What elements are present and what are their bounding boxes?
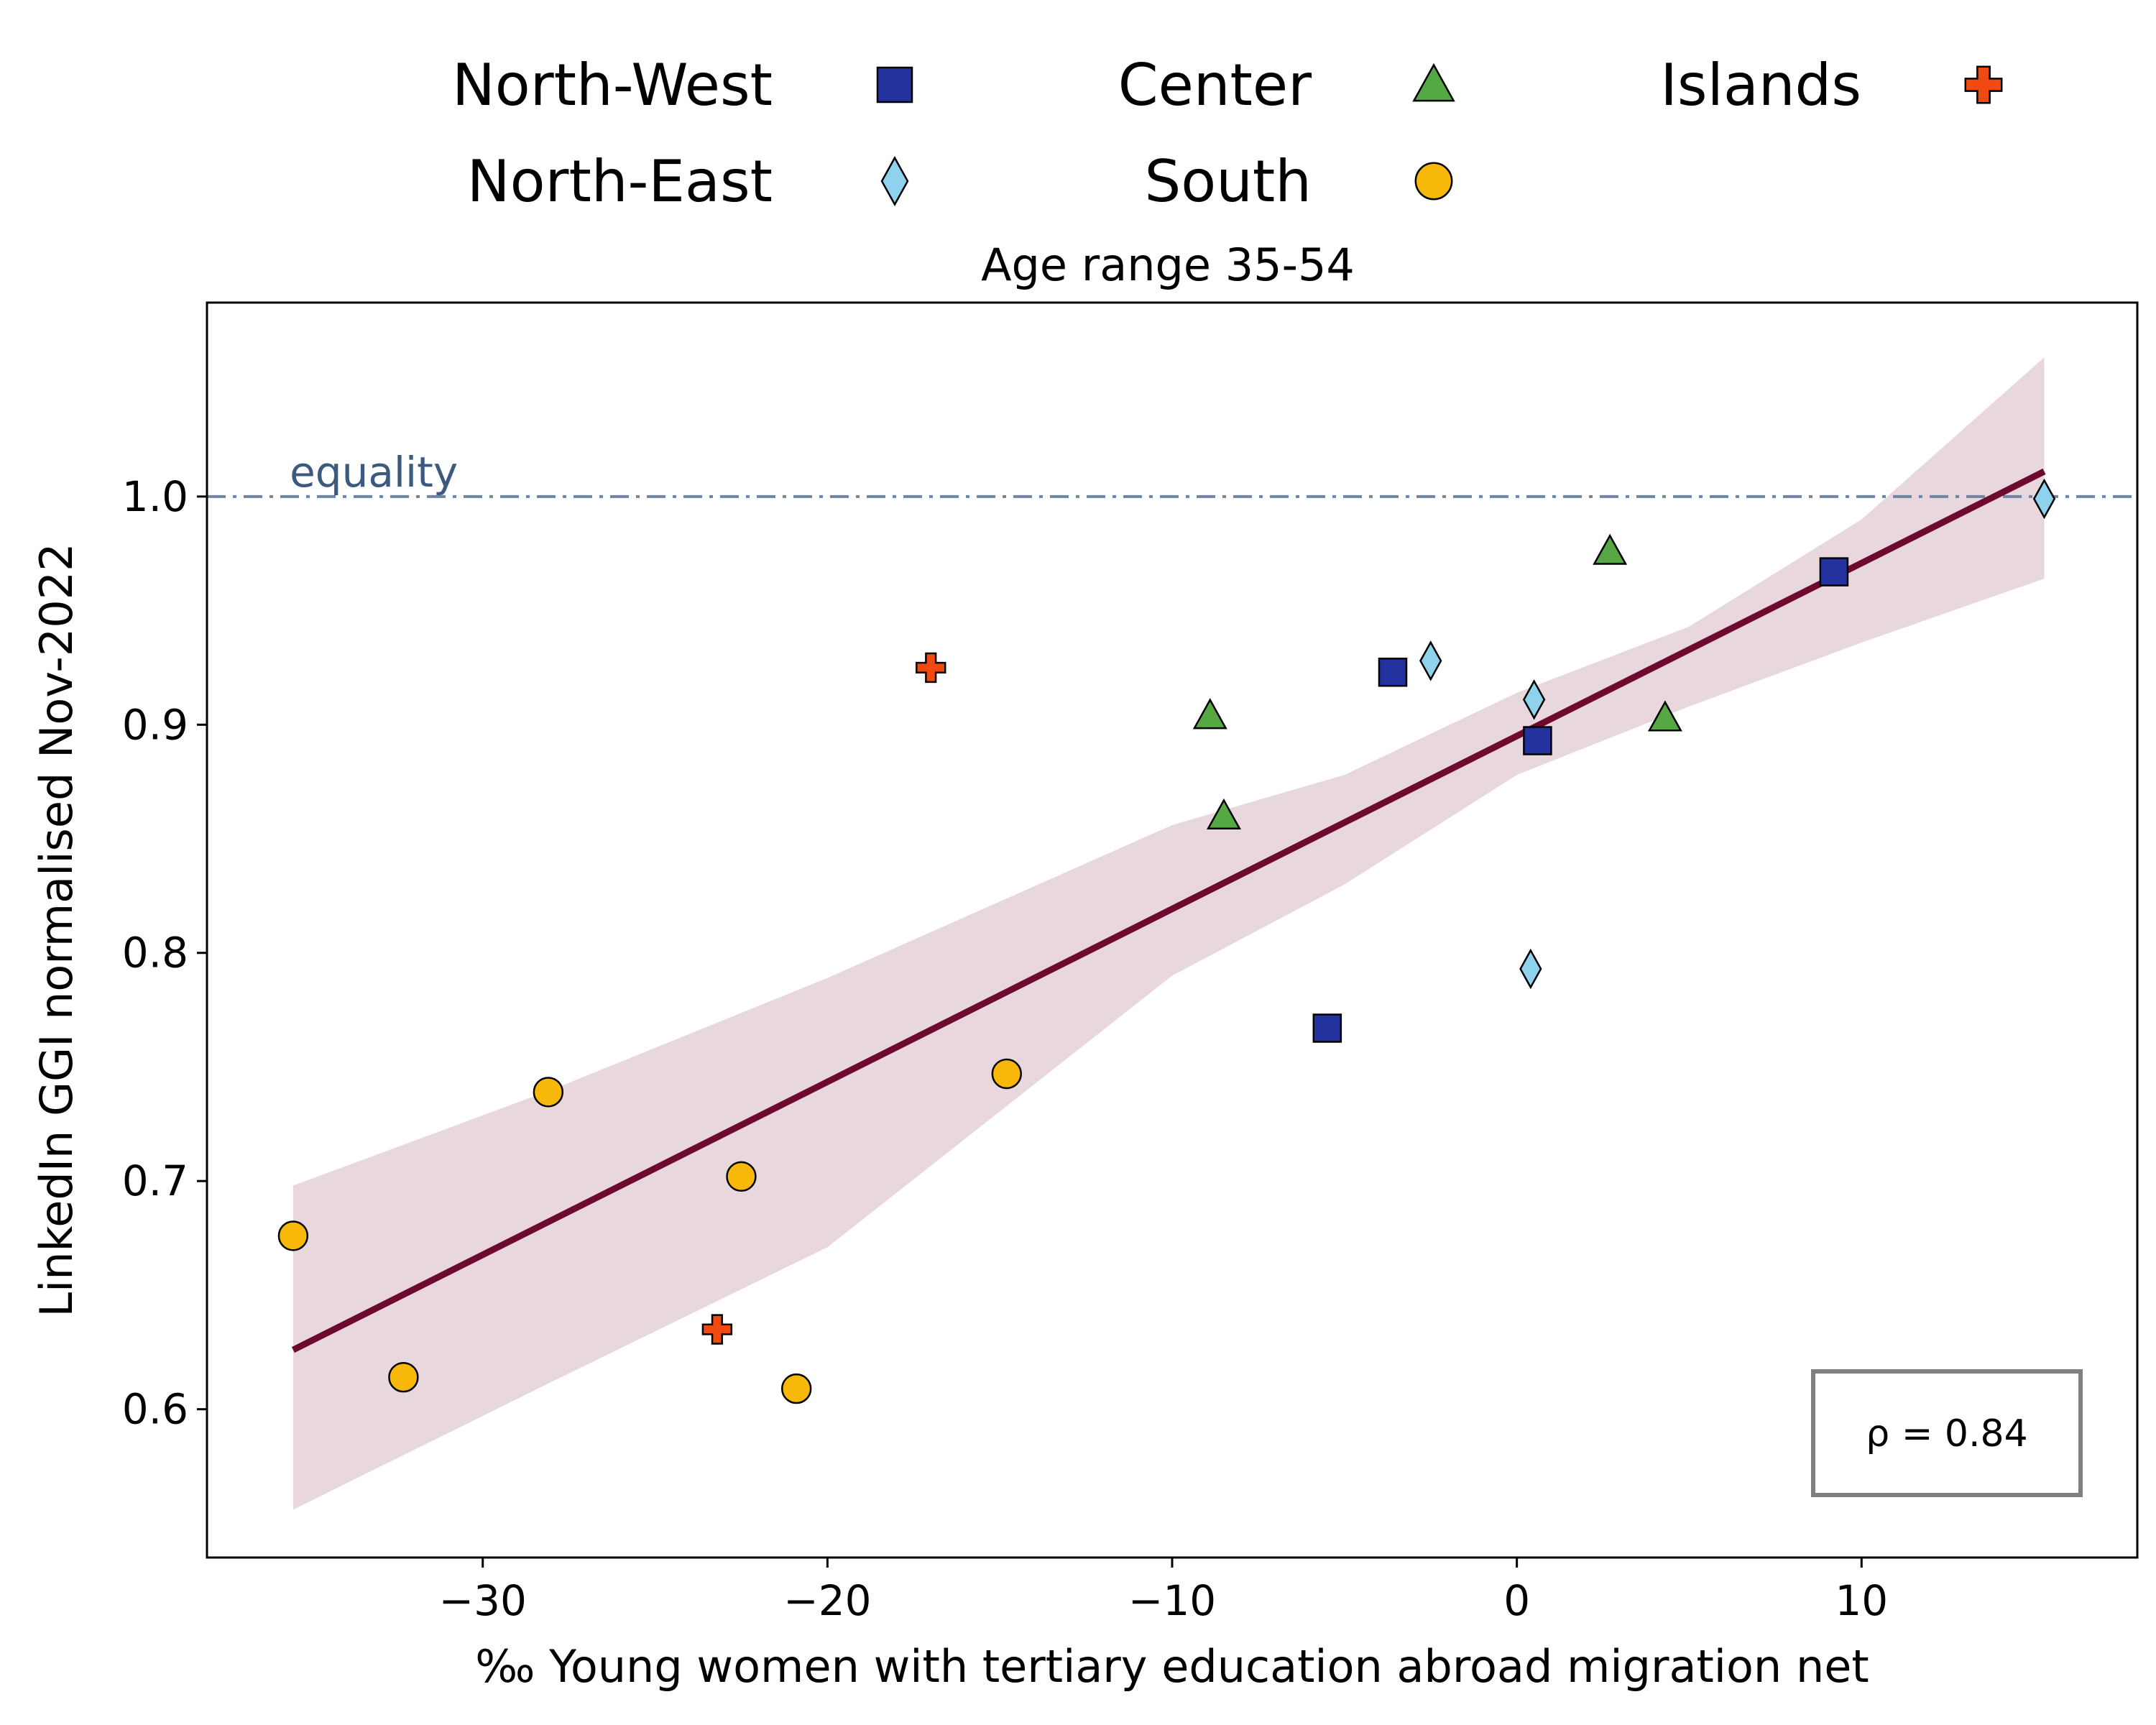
point-north-east-3 <box>1519 948 1542 990</box>
legend-label: North-East <box>467 148 773 215</box>
point-north-west-1 <box>1312 1013 1342 1043</box>
legend: North-West North-East Center South Islands <box>452 52 2003 215</box>
y-tick-label: 1.0 <box>122 472 188 521</box>
point-north-east-1 <box>1419 640 1442 681</box>
x-tick-label: 10 <box>1835 1576 1888 1625</box>
points-layer <box>277 478 2056 1404</box>
legend-entry-islands: Islands <box>1660 52 2003 119</box>
legend-entry-center: Center <box>1118 52 1455 119</box>
x-axis-label: ‰ Young women with tertiary education ab… <box>475 1640 1869 1693</box>
y-tick-label: 0.6 <box>122 1385 188 1434</box>
legend-marker <box>1964 65 2003 104</box>
y-axis-ticks: 0.6 0.7 0.8 0.9 1.0 <box>122 472 207 1434</box>
fit-line <box>291 468 2046 1353</box>
legend-marker <box>876 66 913 104</box>
point-south-5 <box>780 1373 812 1404</box>
point-south-4 <box>726 1161 757 1192</box>
x-tick-label: −20 <box>783 1576 871 1625</box>
point-north-east-2 <box>1522 679 1546 720</box>
point-north-west-4 <box>1819 557 1849 586</box>
point-south-2 <box>388 1362 419 1393</box>
legend-marker <box>880 156 909 206</box>
legend-marker <box>1412 63 1455 102</box>
confidence-band <box>292 357 2045 1510</box>
point-center-1 <box>1192 698 1227 730</box>
point-islands-2 <box>701 1314 733 1345</box>
point-south-3 <box>533 1077 564 1108</box>
rho-annotation: ρ = 0.84 <box>1866 1412 2027 1455</box>
y-tick-label: 0.7 <box>122 1156 188 1205</box>
x-tick-label: −30 <box>439 1576 527 1625</box>
legend-entry-north-east: North-East <box>467 148 909 215</box>
reference-line-layer: equality <box>207 448 2137 498</box>
point-south-1 <box>277 1220 309 1251</box>
point-center-2 <box>1206 798 1241 830</box>
x-tick-label: 0 <box>1503 1576 1530 1625</box>
legend-entry-south: South <box>1145 148 1453 215</box>
confidence-band-layer <box>292 357 2045 1510</box>
point-north-west-3 <box>1523 726 1552 755</box>
x-tick-label: −10 <box>1128 1576 1216 1625</box>
point-south-6 <box>991 1058 1022 1090</box>
y-tick-label: 0.8 <box>122 929 188 978</box>
fit-line-layer <box>291 468 2046 1353</box>
chart-title: Age range 35-54 <box>981 239 1355 291</box>
equality-label: equality <box>290 448 458 497</box>
point-north-west-2 <box>1378 658 1408 687</box>
point-center-4 <box>1647 700 1682 732</box>
legend-label: North-West <box>452 52 773 119</box>
legend-label: South <box>1145 148 1312 215</box>
legend-marker <box>1414 162 1453 201</box>
legend-label: Center <box>1118 52 1312 119</box>
legend-label: Islands <box>1660 52 1861 119</box>
y-axis-label: LinkedIn GGI normalised Nov-2022 <box>30 543 83 1317</box>
point-islands-1 <box>916 652 946 684</box>
x-axis-ticks: −30 −20 −10 0 10 <box>439 1558 1888 1625</box>
legend-entry-north-west: North-West <box>452 52 913 119</box>
point-center-3 <box>1593 533 1628 565</box>
rho-box <box>1811 1369 2083 1497</box>
y-tick-label: 0.9 <box>122 700 188 749</box>
point-north-east-4 <box>2032 478 2056 520</box>
